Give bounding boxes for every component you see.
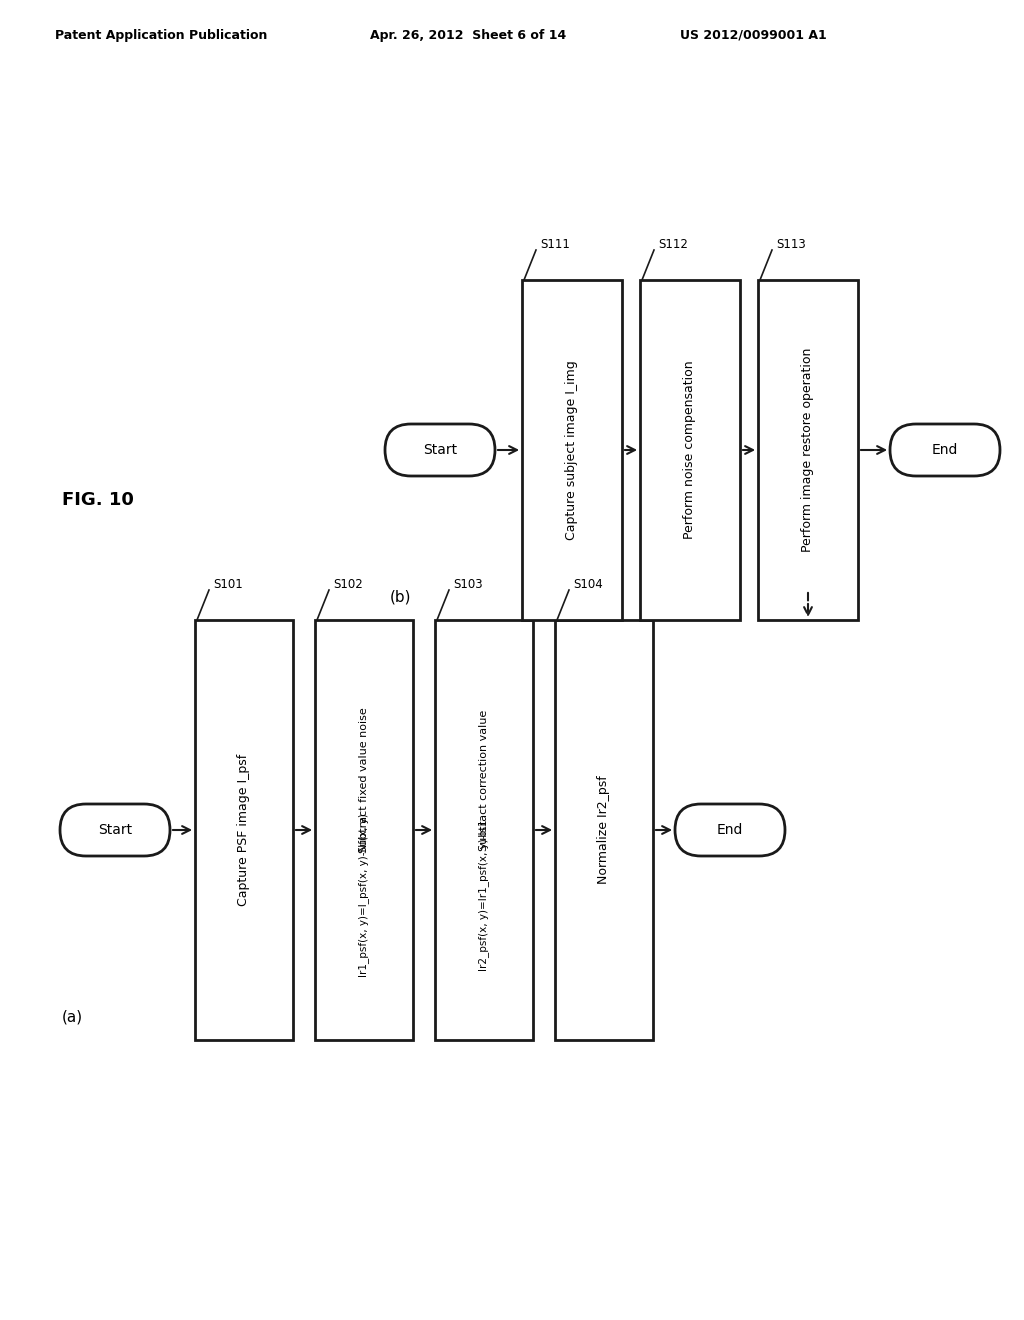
Text: Capture PSF image I_psf: Capture PSF image I_psf bbox=[238, 754, 251, 906]
Text: Patent Application Publication: Patent Application Publication bbox=[55, 29, 267, 41]
Text: S102: S102 bbox=[333, 578, 362, 591]
Text: Start: Start bbox=[423, 444, 457, 457]
Text: Perform noise compensation: Perform noise compensation bbox=[683, 360, 696, 540]
Text: S111: S111 bbox=[540, 238, 570, 251]
FancyBboxPatch shape bbox=[60, 804, 170, 855]
Text: Perform image restore operation: Perform image restore operation bbox=[802, 347, 814, 552]
Bar bbox=[435, 620, 534, 1040]
Text: Apr. 26, 2012  Sheet 6 of 14: Apr. 26, 2012 Sheet 6 of 14 bbox=[370, 29, 566, 41]
Text: (a): (a) bbox=[62, 1010, 83, 1026]
Text: Start: Start bbox=[98, 822, 132, 837]
Text: End: End bbox=[932, 444, 958, 457]
Text: Capture subject image I_img: Capture subject image I_img bbox=[565, 360, 579, 540]
Text: FIG. 10: FIG. 10 bbox=[62, 491, 134, 510]
FancyBboxPatch shape bbox=[890, 424, 1000, 477]
Text: S112: S112 bbox=[658, 238, 688, 251]
Bar bbox=[195, 620, 293, 1040]
FancyBboxPatch shape bbox=[385, 424, 495, 477]
Text: (b): (b) bbox=[390, 590, 412, 605]
Text: Ir1_psf(x, y)=I_psf(x, y)-Nf(x, y): Ir1_psf(x, y)=I_psf(x, y)-Nf(x, y) bbox=[358, 813, 370, 977]
Text: End: End bbox=[717, 822, 743, 837]
Text: US 2012/0099001 A1: US 2012/0099001 A1 bbox=[680, 29, 826, 41]
Text: S101: S101 bbox=[213, 578, 243, 591]
Bar bbox=[640, 280, 740, 620]
Text: Ir2_psf(x, y)=Ir1_psf(x, y)-Is1: Ir2_psf(x, y)=Ir1_psf(x, y)-Is1 bbox=[478, 820, 489, 970]
Text: Subtract fixed value noise: Subtract fixed value noise bbox=[359, 708, 369, 853]
Bar bbox=[758, 280, 858, 620]
Bar bbox=[315, 620, 413, 1040]
Text: Normalize Ir2_psf: Normalize Ir2_psf bbox=[597, 776, 610, 884]
Text: S103: S103 bbox=[453, 578, 482, 591]
Text: S113: S113 bbox=[776, 238, 806, 251]
Bar bbox=[555, 620, 653, 1040]
FancyBboxPatch shape bbox=[675, 804, 785, 855]
Bar bbox=[522, 280, 622, 620]
Text: S104: S104 bbox=[573, 578, 603, 591]
Text: Subtract correction value: Subtract correction value bbox=[479, 709, 489, 850]
